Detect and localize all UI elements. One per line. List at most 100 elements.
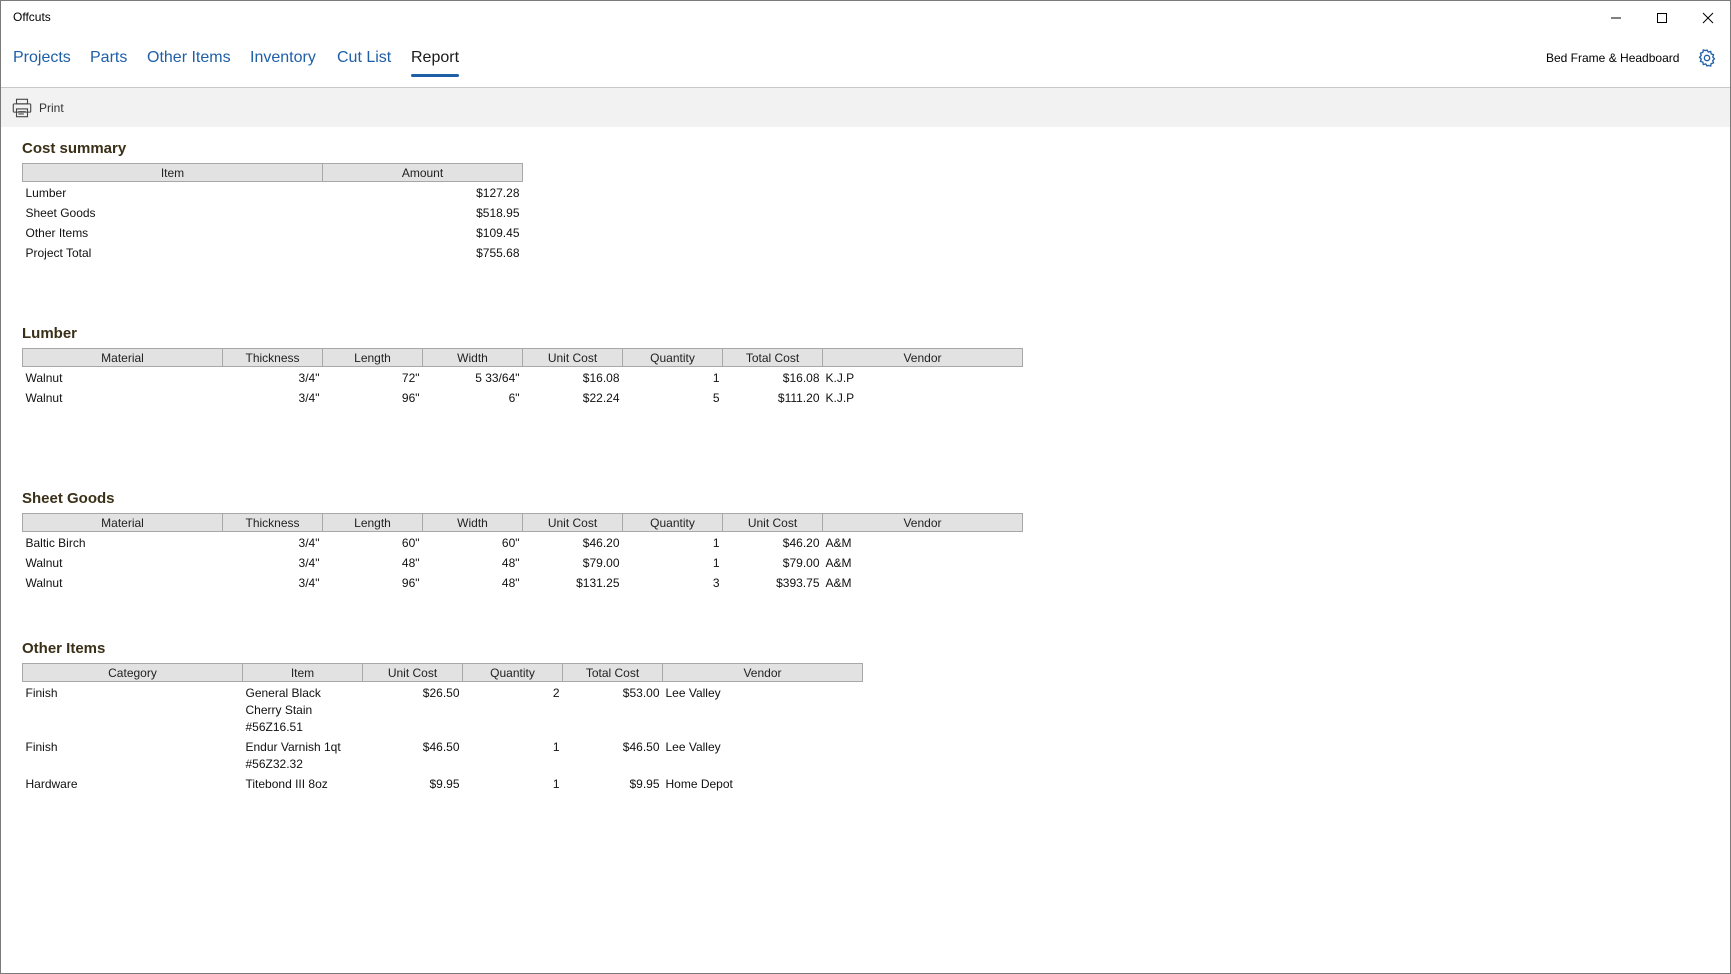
cell-total-cost: $111.20 [777, 391, 820, 405]
table-row: Other Items $109.45 [23, 222, 523, 242]
printer-icon [12, 98, 32, 118]
print-button[interactable]: Print [11, 96, 64, 120]
cell-unit-cost: $22.24 [582, 391, 620, 405]
tab-report[interactable]: Report [411, 49, 460, 77]
minimize-button[interactable] [1593, 1, 1639, 35]
column-header: Unit Cost [362, 663, 463, 682]
column-header: Category [22, 663, 243, 682]
column-header: Length [322, 348, 423, 367]
table-row: Hardware Titebond III 8oz $9.95 1 $9.95 … [23, 773, 863, 793]
cell-thickness: 3/4" [298, 391, 320, 405]
cell-vendor: A&M [825, 536, 852, 550]
column-header: Item [242, 663, 363, 682]
cell-total-cost: $46.20 [782, 536, 820, 550]
column-header: Total Cost [722, 348, 823, 367]
cell-unit-cost: $16.08 [582, 371, 620, 385]
column-header: Vendor [662, 663, 863, 682]
cell-length: 72" [401, 371, 420, 385]
cell-vendor: Lee Valley [665, 686, 721, 700]
cell-item: Titebond III 8oz [245, 777, 328, 791]
cell-width: 48" [501, 556, 520, 570]
cell-unit-cost: $46.20 [582, 536, 620, 550]
other-items-table: Category Item Unit Cost Quantity Total C… [22, 663, 863, 793]
table-row: Walnut 3/4" 72" 5 33/64" $16.08 1 $16.08… [23, 367, 1023, 388]
lumber-table: Material Thickness Length Width Unit Cos… [22, 348, 1023, 407]
column-header: Amount [322, 163, 523, 182]
report-toolbar: Print [1, 88, 1730, 127]
cell-amount: $109.45 [476, 226, 520, 240]
cell-category: Hardware [25, 777, 78, 791]
cell-total-cost: $53.00 [622, 686, 660, 700]
table-header-row: Category Item Unit Cost Quantity Total C… [22, 663, 863, 682]
cell-length: 96" [401, 391, 420, 405]
cell-unit-cost: $131.25 [576, 576, 620, 590]
tab-parts[interactable]: Parts [90, 49, 128, 66]
cell-total-cost: $79.00 [782, 556, 820, 570]
table-header-row: Item Amount [22, 163, 523, 182]
column-header: Item [22, 163, 323, 182]
column-header: Length [322, 513, 423, 532]
cell-amount: $127.28 [476, 186, 520, 200]
cell-thickness: 3/4" [298, 536, 320, 550]
maximize-icon [1657, 13, 1667, 23]
cell-vendor: K.J.P [825, 391, 855, 405]
cell-item: Project Total [25, 246, 92, 260]
column-header: Material [22, 348, 223, 367]
table-row: Walnut 3/4" 96" 48" $131.25 3 $393.75 A&… [23, 572, 1023, 592]
column-header: Thickness [222, 513, 323, 532]
main-nav: Projects Parts Other Items Inventory Cut… [1, 35, 1730, 87]
close-button[interactable] [1685, 1, 1731, 35]
cell-quantity: 1 [552, 740, 560, 754]
cost-summary-title: Cost summary [22, 140, 127, 157]
column-header: Vendor [822, 513, 1023, 532]
table-row: Finish General Black Cherry Stain #56Z16… [23, 682, 863, 737]
sheet-goods-table: Material Thickness Length Width Unit Cos… [22, 513, 1023, 592]
cell-material: Walnut [25, 371, 63, 385]
cell-total-cost: $393.75 [776, 576, 820, 590]
cell-item: Sheet Goods [25, 206, 96, 220]
cell-length: 60" [401, 536, 420, 550]
lumber-title: Lumber [22, 325, 78, 342]
tab-projects[interactable]: Projects [13, 49, 71, 66]
cell-width: 48" [501, 576, 520, 590]
tab-other-items[interactable]: Other Items [147, 49, 231, 66]
active-tab-indicator [411, 74, 460, 77]
cell-length: 48" [401, 556, 420, 570]
column-header: Unit Cost [522, 513, 623, 532]
cell-width: 60" [501, 536, 520, 550]
cell-vendor: K.J.P [825, 371, 855, 385]
column-header: Quantity [462, 663, 563, 682]
cell-thickness: 3/4" [298, 371, 320, 385]
cell-material: Walnut [25, 556, 63, 570]
cell-thickness: 3/4" [298, 576, 320, 590]
cell-unit-cost: $26.50 [422, 686, 460, 700]
close-icon [1702, 12, 1714, 24]
cell-thickness: 3/4" [298, 556, 320, 570]
cell-unit-cost: $9.95 [429, 777, 460, 791]
gear-icon[interactable] [1697, 48, 1717, 68]
table-row: Project Total $755.68 [23, 242, 523, 262]
tab-cut-list[interactable]: Cut List [337, 49, 392, 66]
table-row: Lumber $127.28 [23, 182, 523, 203]
column-header: Width [422, 348, 523, 367]
cell-total-cost: $16.08 [782, 371, 820, 385]
cost-summary-table: Item Amount Lumber $127.28 Sheet Goods $… [22, 163, 523, 262]
cell-vendor: A&M [825, 576, 852, 590]
cell-quantity: 1 [712, 556, 720, 570]
cell-vendor: A&M [825, 556, 852, 570]
cell-material: Walnut [25, 391, 63, 405]
cell-unit-cost: $46.50 [422, 740, 460, 754]
cell-width: 5 33/64" [475, 371, 520, 385]
maximize-button[interactable] [1639, 1, 1685, 35]
column-header: Width [422, 513, 523, 532]
cell-width: 6" [508, 391, 520, 405]
cell-quantity: 2 [552, 686, 560, 700]
tab-report-label: Report [411, 49, 460, 66]
table-row: Finish Endur Varnish 1qt #56Z32.32 $46.5… [23, 736, 863, 773]
table-row: Walnut 3/4" 48" 48" $79.00 1 $79.00 A&M [23, 552, 1023, 572]
column-header: Total Cost [562, 663, 663, 682]
cell-quantity: 1 [712, 371, 720, 385]
nav-divider [1, 87, 1730, 88]
tab-inventory[interactable]: Inventory [250, 49, 316, 66]
